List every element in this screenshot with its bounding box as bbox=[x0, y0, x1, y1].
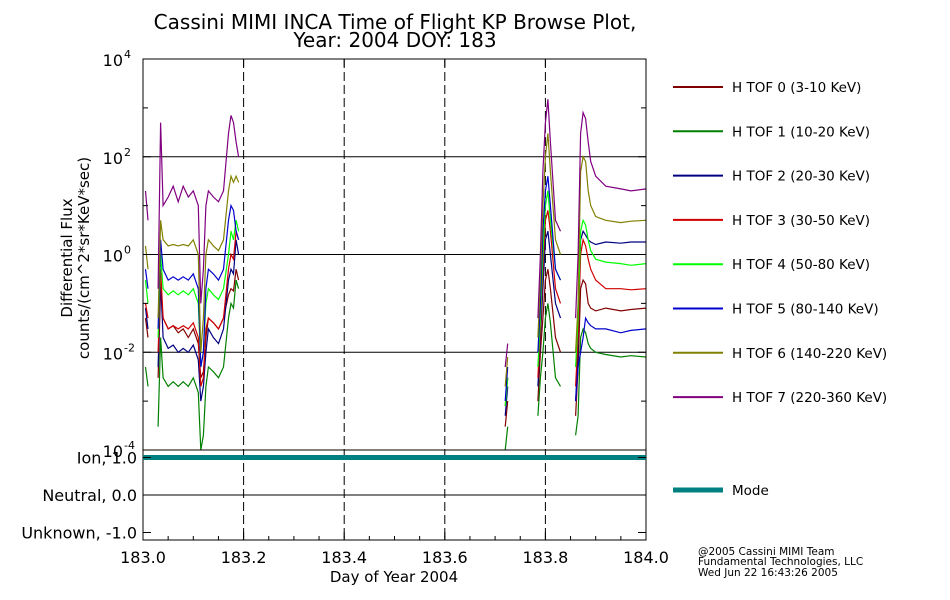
legend-label: H TOF 1 (10-20 KeV) bbox=[732, 124, 870, 140]
legend-label: H TOF 4 (50-80 KeV) bbox=[732, 257, 870, 273]
series-line-h-tof-3 bbox=[144, 210, 647, 406]
y-tick-label: 10 bbox=[103, 149, 123, 168]
y-tick-label: 10 bbox=[103, 442, 123, 461]
x-tick-label: 183.0 bbox=[120, 548, 166, 567]
y-axis-label-line-1: Differential Flux bbox=[58, 198, 76, 317]
series-line-h-tof-6 bbox=[144, 133, 647, 387]
credit-line-1: @2005 Cassini MIMI Team bbox=[698, 546, 835, 558]
legend-label: H TOF 7 (220-360 KeV) bbox=[732, 390, 887, 406]
mode-y-tick-label: Neutral, 0.0 bbox=[42, 486, 137, 505]
main-plot-grid bbox=[143, 59, 646, 450]
x-tick-label: 183.8 bbox=[522, 548, 568, 567]
chart-title-line-1: Cassini MIMI INCA Time of Flight KP Brow… bbox=[154, 10, 637, 34]
main-plot-series bbox=[144, 99, 647, 451]
legend: H TOF 0 (3-10 KeV) H TOF 1 (10-20 KeV) H T… bbox=[673, 80, 887, 499]
credit-line-3: Wed Jun 22 16:43:26 2005 bbox=[698, 567, 838, 579]
legend-label: Mode bbox=[732, 483, 769, 499]
chart-title-line-2: Year: 2004 DOY: 183 bbox=[292, 28, 496, 52]
y-tick-exponent: 2 bbox=[124, 146, 131, 159]
y-tick-label: 10 bbox=[103, 247, 123, 266]
y-axis-label-line-2: counts/(cm^2*sr*KeV*sec) bbox=[75, 157, 93, 359]
y-tick-exponent: 4 bbox=[124, 48, 131, 61]
series-line-h-tof-0 bbox=[144, 269, 647, 427]
x-tick-label: 183.2 bbox=[221, 548, 267, 567]
y-tick-label: 10 bbox=[103, 51, 123, 70]
series-line-h-tof-7 bbox=[144, 99, 647, 368]
legend-label: H TOF 3 (30-50 KeV) bbox=[732, 213, 870, 229]
x-tick-label: 184.0 bbox=[623, 548, 669, 567]
mode-y-tick-label: Unknown, -1.0 bbox=[21, 524, 137, 543]
series-line-h-tof-1 bbox=[144, 279, 647, 451]
x-tick-label: 183.4 bbox=[321, 548, 367, 567]
series-line-h-tof-5 bbox=[144, 176, 647, 402]
y-tick-exponent: -2 bbox=[124, 341, 135, 354]
y-tick-label: 10 bbox=[103, 344, 123, 363]
credit-line-2: Fundamental Technologies, LLC bbox=[698, 556, 863, 568]
x-tick-label: 183.6 bbox=[422, 548, 468, 567]
y-tick-exponent: 0 bbox=[124, 244, 131, 257]
x-axis-label: Day of Year 2004 bbox=[330, 568, 458, 586]
series-line-h-tof-2 bbox=[144, 229, 646, 416]
legend-label: H TOF 6 (140-220 KeV) bbox=[732, 346, 887, 362]
x-ticks: 183.0 183.2 183.4 183.6 183.8 184.0 bbox=[120, 59, 669, 567]
legend-label: H TOF 0 (3-10 KeV) bbox=[732, 80, 861, 96]
y-tick-exponent: -4 bbox=[124, 439, 135, 452]
mode-y-ticks: Ion, 1.0 Neutral, 0.0 Unknown, -1.0 bbox=[21, 449, 646, 543]
legend-label: H TOF 2 (20-30 KeV) bbox=[732, 169, 870, 185]
mode-y-tick-label: Ion, 1.0 bbox=[77, 449, 137, 468]
legend-label: H TOF 5 (80-140 KeV) bbox=[732, 302, 879, 318]
mode-plot-grid bbox=[143, 450, 646, 540]
